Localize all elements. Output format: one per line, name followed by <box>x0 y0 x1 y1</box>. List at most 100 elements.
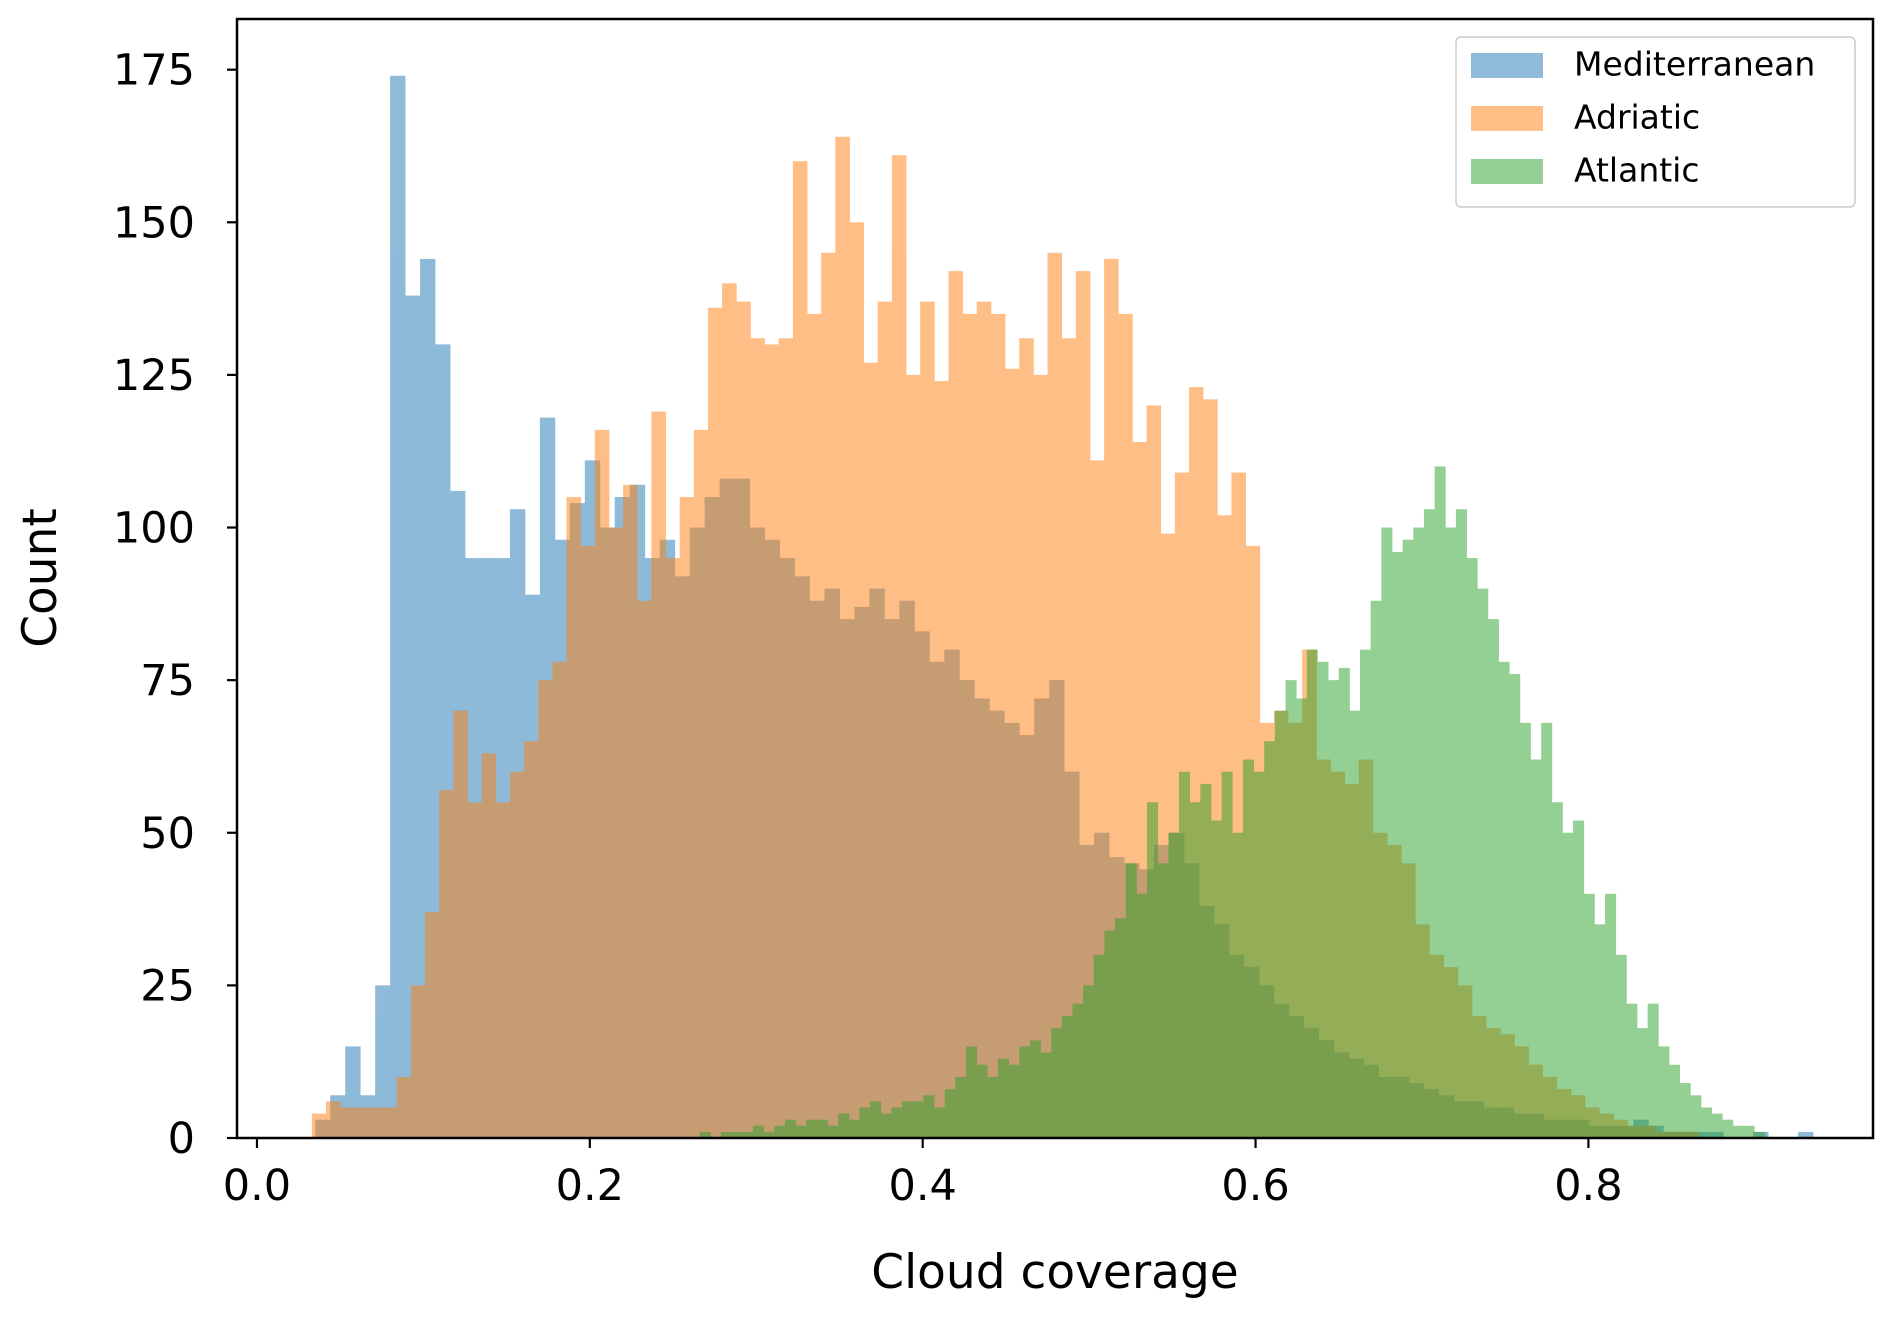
histogram-bar <box>997 1058 1009 1138</box>
histogram-bar <box>934 1107 946 1138</box>
x-tick-label: 0.6 <box>1221 1161 1289 1211</box>
histogram-bar <box>1338 667 1350 1138</box>
histogram-bar <box>944 1089 956 1138</box>
histogram-bar <box>453 710 468 1138</box>
histogram-bar <box>679 497 695 1138</box>
histogram-bar <box>891 155 907 1138</box>
histogram-bar <box>580 545 596 1138</box>
histogram-bar <box>481 753 497 1138</box>
histogram-bar <box>1008 1064 1020 1138</box>
histogram-bar <box>1157 863 1169 1138</box>
histogram-bar <box>870 1101 882 1138</box>
y-tick-label: 75 <box>140 656 195 706</box>
histogram-bar <box>467 802 483 1138</box>
histogram-bar <box>1455 509 1467 1138</box>
histogram-bar <box>1253 771 1265 1138</box>
histogram-bar <box>835 136 850 1139</box>
histogram-bar <box>859 1107 871 1138</box>
histogram-bar <box>1083 985 1095 1138</box>
histogram-bar <box>1700 1107 1712 1138</box>
histogram-bar <box>1115 918 1127 1138</box>
histogram-bar <box>390 75 406 1138</box>
x-tick-label: 0.4 <box>888 1161 956 1211</box>
histogram-bar <box>1519 722 1531 1138</box>
histogram-bar <box>354 1107 369 1138</box>
histogram-bar <box>816 1119 828 1138</box>
histogram-bar <box>637 600 652 1138</box>
histogram-bar <box>877 301 893 1138</box>
histogram-bar <box>1189 802 1201 1138</box>
histogram-bar <box>902 1101 914 1138</box>
histogram-bar <box>920 301 935 1138</box>
y-axis-label: Count <box>13 508 68 648</box>
histogram-bar <box>792 161 808 1138</box>
histogram-bar <box>1061 1015 1073 1138</box>
histogram-bar <box>1798 1131 1814 1138</box>
histogram-bar <box>1541 722 1553 1138</box>
histogram-bar <box>1296 698 1308 1138</box>
histogram-bar <box>1509 674 1521 1138</box>
histogram-bar <box>1093 954 1105 1138</box>
histogram-bar <box>405 295 421 1138</box>
histogram-bar <box>1075 271 1091 1138</box>
histogram-bar <box>722 283 737 1138</box>
histogram-bar <box>1679 1083 1691 1138</box>
histogram-bar <box>566 497 582 1138</box>
histogram-bar <box>1264 741 1276 1138</box>
histogram-bar <box>742 1131 754 1138</box>
histogram-bar <box>495 802 511 1138</box>
histogram-bar <box>326 1101 341 1138</box>
histogram-bar <box>976 301 992 1138</box>
histogram-bar <box>906 374 921 1138</box>
histogram-bar <box>912 1101 924 1138</box>
histogram-bar <box>375 985 391 1138</box>
histogram-bar <box>1477 588 1489 1138</box>
histogram-bar <box>382 1107 398 1138</box>
histogram-bar <box>1306 649 1318 1138</box>
histogram-bar <box>1615 954 1627 1138</box>
y-tick-label: 25 <box>140 961 195 1011</box>
histogram-bar <box>1328 680 1340 1138</box>
histogram-bar <box>1402 539 1414 1138</box>
histogram-bar <box>1626 1003 1638 1138</box>
histogram-bar <box>891 1107 903 1138</box>
legend-label: Mediterranean <box>1574 45 1815 84</box>
histogram-bar <box>1168 832 1180 1138</box>
histogram-bar <box>934 381 949 1138</box>
histogram-bar <box>1605 893 1617 1138</box>
histogram-bar <box>594 429 610 1138</box>
histogram-bar <box>1147 802 1159 1138</box>
histogram-bar <box>863 362 879 1138</box>
histogram-bar <box>806 1119 818 1138</box>
histogram-bar <box>1104 258 1119 1139</box>
histogram-bar <box>1370 600 1382 1138</box>
histogram-bar <box>699 1131 711 1138</box>
histogram-bar <box>720 1131 733 1138</box>
histogram-bar <box>848 1119 860 1138</box>
histogram-bar <box>1242 759 1254 1138</box>
plot-frame <box>235 17 1875 1140</box>
y-tick-label: 50 <box>140 809 195 859</box>
histogram-bar <box>396 1076 412 1138</box>
histogram-bar <box>827 1125 839 1138</box>
histogram-bar <box>665 558 681 1138</box>
histogram-bar <box>1047 252 1063 1139</box>
histogram-bar <box>750 338 765 1139</box>
histogram-bar <box>1360 649 1372 1138</box>
histogram-bar <box>410 985 426 1138</box>
histogram-bar <box>962 313 978 1138</box>
histogram-bar <box>923 1095 935 1138</box>
histogram-bar <box>764 344 780 1139</box>
histogram-bar <box>1019 1046 1031 1138</box>
histogram-bar <box>1583 893 1595 1138</box>
histogram-bar <box>1061 338 1077 1139</box>
histogram-bar <box>693 429 709 1138</box>
histogram-bar <box>1232 832 1244 1138</box>
histogram-bar <box>1285 680 1297 1138</box>
histogram-bar <box>1668 1064 1681 1138</box>
histogram-bar <box>1349 710 1361 1138</box>
legend-label: Atlantic <box>1574 151 1700 190</box>
histogram-bar <box>1530 759 1542 1138</box>
histogram-bar <box>1423 509 1436 1138</box>
histogram-bar <box>1647 1003 1659 1138</box>
